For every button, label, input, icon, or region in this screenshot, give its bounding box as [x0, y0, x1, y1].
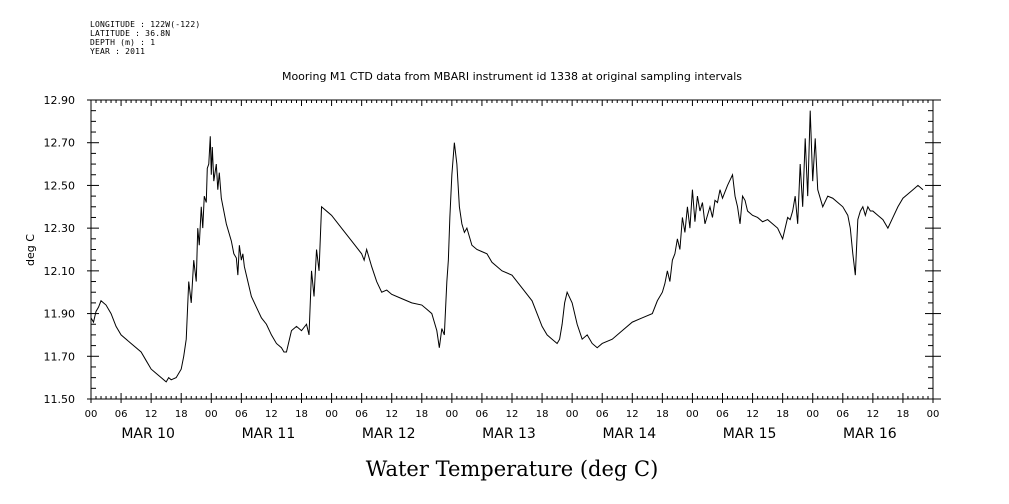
x-tick-label: 06 — [115, 409, 128, 420]
x-tick-label: 06 — [355, 409, 368, 420]
x-tick-label: 00 — [325, 409, 338, 420]
day-label: MAR 10 — [121, 426, 175, 442]
x-tick-label: 12 — [265, 409, 278, 420]
y-tick-label: 12.30 — [44, 222, 76, 235]
x-tick-label: 06 — [596, 409, 609, 420]
x-tick-label: 00 — [205, 409, 218, 420]
y-tick-label: 12.70 — [44, 137, 76, 150]
x-tick-label: 12 — [746, 409, 759, 420]
y-tick-label: 12.10 — [44, 265, 76, 278]
x-tick-label: 18 — [656, 409, 669, 420]
day-label: MAR 16 — [843, 426, 897, 442]
x-tick-label: 12 — [145, 409, 158, 420]
x-tick-label: 18 — [776, 409, 789, 420]
x-tick-label: 00 — [85, 409, 98, 420]
y-tick-label: 11.50 — [44, 393, 76, 406]
day-label: MAR 13 — [482, 426, 536, 442]
axis-ticks — [87, 99, 941, 403]
day-label: MAR 11 — [242, 426, 296, 442]
x-tick-label: 00 — [566, 409, 579, 420]
x-axis-label: Water Temperature (deg C) — [366, 457, 659, 481]
year-label: YEAR : 2011 — [90, 47, 146, 56]
plot-frame — [90, 99, 934, 400]
depth-label: DEPTH (m) : 1 — [90, 38, 156, 47]
latitude-label: LATITUDE : 36.8N — [90, 29, 171, 38]
x-tick-label: 18 — [295, 409, 308, 420]
day-label: MAR 14 — [602, 426, 656, 442]
longitude-label: LONGITUDE : 122W(-122) — [90, 20, 201, 29]
day-labels: MAR 10 MAR 11 MAR 12 MAR 13 MAR 14 MAR 15 MAR … — [121, 426, 896, 442]
x-tick-label: 06 — [235, 409, 248, 420]
y-tick-label: 11.70 — [44, 350, 76, 363]
y-tick-labels: 11.50 11.70 11.90 12.10 12.30 12.50 12.70 12.90 — [44, 94, 76, 406]
x-tick-label: 18 — [175, 409, 188, 420]
x-tick-label: 18 — [536, 409, 549, 420]
x-tick-label: 12 — [866, 409, 879, 420]
x-tick-label: 12 — [385, 409, 398, 420]
water-temperature-line — [90, 110, 924, 383]
day-label: MAR 15 — [723, 426, 777, 442]
y-tick-label: 12.50 — [44, 179, 76, 192]
station-metadata: LONGITUDE : 122W(-122) LATITUDE : 36.8N … — [90, 20, 200, 56]
y-tick-label: 12.90 — [44, 94, 76, 107]
x-tick-label: 06 — [716, 409, 729, 420]
x-tick-label: 06 — [476, 409, 489, 420]
x-tick-label: 00 — [686, 409, 699, 420]
day-label: MAR 12 — [362, 426, 416, 442]
y-axis-label: deg C — [24, 234, 37, 266]
chart-title: Mooring M1 CTD data from MBARI instrumen… — [282, 70, 742, 83]
x-tick-labels: 00 06 12 18 00 06 12 18 00 06 12 18 00 06 12 18 00 06 12 18… — [85, 409, 940, 420]
y-tick-label: 11.90 — [44, 308, 76, 321]
x-tick-label: 18 — [897, 409, 910, 420]
x-tick-label: 00 — [927, 409, 940, 420]
x-tick-label: 00 — [445, 409, 458, 420]
x-tick-label: 12 — [506, 409, 519, 420]
x-tick-label: 00 — [806, 409, 819, 420]
x-tick-label: 06 — [836, 409, 849, 420]
x-tick-label: 18 — [415, 409, 428, 420]
x-tick-label: 12 — [626, 409, 639, 420]
